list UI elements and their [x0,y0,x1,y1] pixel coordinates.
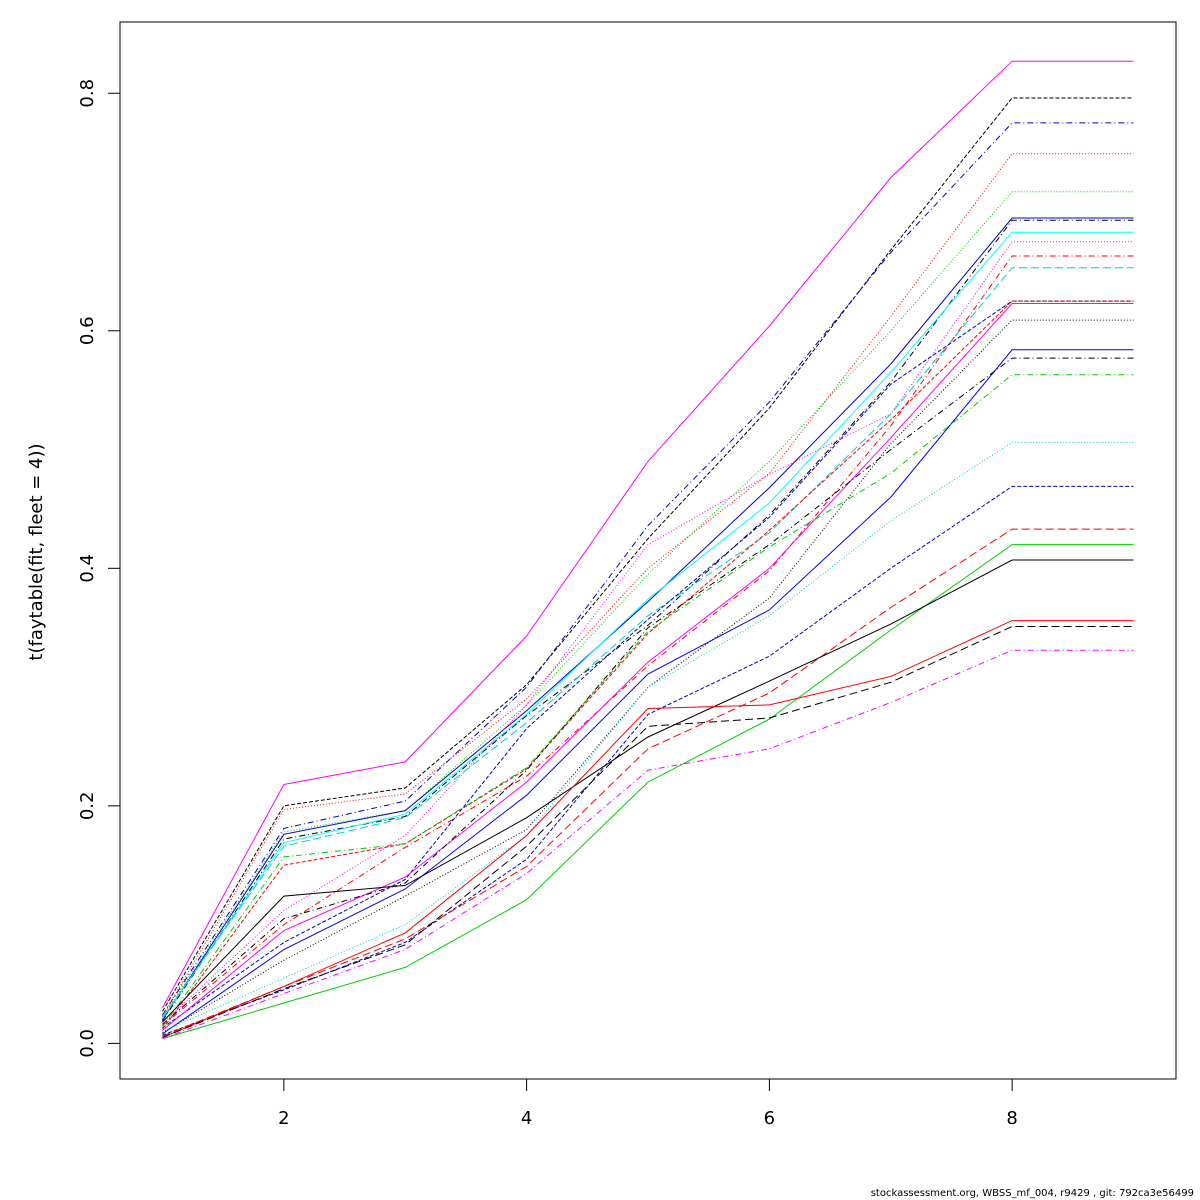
series-line-14 [162,300,1134,1030]
series-line-7 [162,219,1134,1022]
x-tick-label-6: 6 [764,1108,775,1129]
y-tick-label-3: 0.6 [77,316,98,345]
series-line-4 [162,153,1134,1017]
y-tick-label-0: 0.0 [77,1029,98,1058]
series-line-1 [162,60,1134,1008]
x-axis: 2 4 6 8 [278,1078,1018,1129]
series-line-17 [162,357,1134,1025]
plot-frame [119,21,1177,1080]
y-axis-title: t(faytable(fit, fleet = 4)) [26,443,47,660]
series-line-15 [162,319,1134,1034]
series-line-12 [162,300,1134,1029]
y-tick-label-2: 0.4 [77,554,98,583]
y-tick-label-4: 0.8 [77,79,98,108]
series-line-26 [162,649,1134,1040]
series-line-25 [162,626,1134,1038]
y-axis: 0.0 0.2 0.4 0.6 0.8 [77,79,121,1058]
series-line-13 [162,303,1134,1031]
series-line-11 [162,267,1134,1018]
series-line-16 [162,349,1134,1035]
series-line-2 [162,97,1134,1012]
x-tick-label-2: 2 [278,1108,289,1129]
series-line-18 [162,374,1134,1027]
x-tick-label-8: 8 [1006,1108,1017,1129]
series-line-5 [162,191,1134,1018]
series-line-20 [162,485,1134,1036]
series-line-6 [162,217,1134,1020]
x-tick-label-4: 4 [521,1108,532,1129]
series-line-8 [162,231,1134,1019]
footer-text: stockassessment.org, WBSS_mf_004, r9429 … [870,1188,1194,1199]
series-line-3 [162,122,1134,1016]
series-line-24 [162,620,1134,1038]
series-line-21 [162,528,1134,1037]
y-tick-label-1: 0.2 [77,792,98,821]
series-line-22 [162,544,1134,1040]
series-line-9 [162,241,1134,1024]
series-line-23 [162,559,1134,1023]
series-layer [162,60,1134,1040]
series-line-10 [162,255,1134,1026]
